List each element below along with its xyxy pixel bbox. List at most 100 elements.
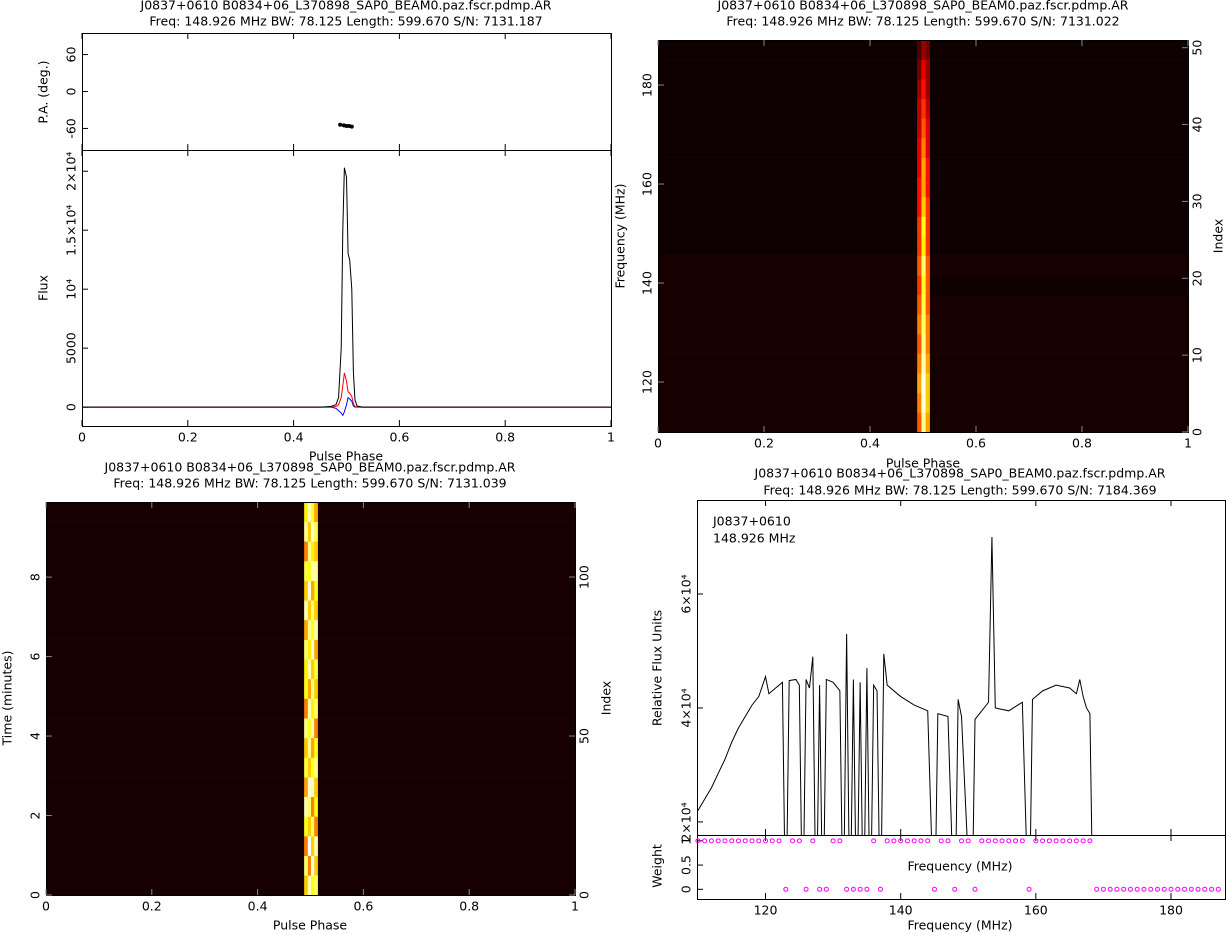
heat-cell (921, 392, 926, 413)
heat-cell (311, 796, 315, 817)
heat-cell (314, 659, 319, 680)
heat-cell (307, 541, 312, 562)
heat-cell (314, 777, 319, 798)
weight-marker (1046, 838, 1052, 844)
heat-cell (317, 521, 575, 542)
weight-marker (749, 838, 755, 844)
heat-cell (314, 560, 319, 581)
x-tick-label: 180 (1159, 903, 1183, 918)
heat-cell (307, 875, 312, 895)
weight-marker (918, 838, 924, 844)
y-tick-label: 100 (577, 565, 592, 589)
heat-cell (917, 255, 922, 276)
heat-cell (929, 98, 1188, 119)
plot-frame (658, 40, 1189, 433)
heat-cell (317, 718, 575, 739)
weight-marker (959, 838, 965, 844)
y-tick-label: 0 (577, 891, 592, 899)
heat-cell (46, 718, 305, 739)
y-tick-label: 0 (679, 885, 694, 893)
y-axis-label: Weight (650, 844, 665, 888)
heat-cell (921, 118, 926, 139)
weight-marker (884, 838, 890, 844)
heat-cell (304, 521, 309, 542)
x-tick-label: 160 (1024, 903, 1048, 918)
heat-cell (917, 79, 922, 100)
heat-cell (314, 796, 319, 817)
y-tick-label: -60 (64, 118, 79, 138)
heat-cell (925, 255, 931, 276)
weight-marker (1107, 886, 1113, 892)
heat-cell (929, 59, 1188, 80)
weight-marker (790, 838, 796, 844)
x-tick-label: 120 (754, 903, 778, 918)
y-tick-label: 50 (1190, 40, 1205, 56)
heat-cell (317, 757, 575, 778)
heat-cell (307, 796, 312, 817)
heat-cell (917, 236, 922, 256)
x-tick-label: 0.6 (389, 430, 409, 445)
heat-cell (925, 118, 931, 139)
flux-line (82, 372, 611, 408)
heat-cell (925, 412, 931, 432)
weight-marker (810, 838, 816, 844)
weight-marker (715, 838, 721, 844)
heat-cell (929, 118, 1188, 139)
heat-cell (307, 580, 312, 601)
heat-cell (304, 816, 309, 837)
weight-marker (1019, 838, 1025, 844)
heat-cell (317, 541, 575, 562)
y-tick-label: 4×10⁴ (679, 688, 694, 727)
flux-line (82, 167, 611, 408)
heat-cell (307, 718, 312, 739)
x-tick-label: 0.2 (178, 430, 198, 445)
x-tick-label: 1 (1184, 436, 1192, 451)
heat-cell (917, 118, 922, 139)
heat-cell (304, 718, 309, 739)
weight-marker (844, 886, 850, 892)
x-axis-label: Frequency (MHz) (907, 918, 1012, 933)
heat-cell (929, 392, 1188, 413)
heat-cell (304, 777, 309, 798)
heat-cell (917, 138, 922, 158)
weight-marker (877, 886, 883, 892)
heat-cell (311, 757, 315, 778)
heat-cell (925, 79, 931, 100)
heat-cell (317, 698, 575, 719)
heat-cell (311, 836, 315, 856)
heat-cell (314, 619, 319, 640)
heat-cell (917, 275, 922, 296)
heat-cell (921, 294, 926, 315)
heat-cell (929, 157, 1188, 178)
weight-marker (1141, 886, 1147, 892)
weight-marker (803, 886, 809, 892)
heat-cell (658, 412, 918, 432)
chart-subtitle: Freq: 148.926 MHz BW: 78.125 Length: 599… (726, 14, 1119, 29)
y-tick-label: 10 (1190, 347, 1205, 363)
heat-cell (314, 816, 319, 837)
heat-cell (921, 314, 926, 335)
heat-cell (304, 855, 309, 876)
heat-cell (917, 196, 922, 217)
heat-cell (921, 236, 926, 256)
heat-cell (658, 314, 918, 335)
heat-cell (314, 541, 319, 562)
heat-cell (317, 560, 575, 581)
x-tick-label: 1 (607, 430, 615, 445)
annotation: 148.926 MHz (713, 531, 796, 546)
weight-marker (1087, 838, 1093, 844)
weight-marker (783, 886, 789, 892)
heat-cell (311, 678, 315, 699)
weight-marker (911, 838, 917, 844)
x-tick-label: 0.4 (284, 430, 304, 445)
weight-marker (1114, 886, 1120, 892)
heat-cell (925, 236, 931, 256)
spectrum-line (697, 537, 1093, 835)
heat-cell (311, 502, 315, 522)
heat-cell (317, 836, 575, 856)
heat-cell (658, 79, 918, 100)
weight-marker (742, 838, 748, 844)
weight-marker (979, 838, 985, 844)
weight-marker (1148, 886, 1154, 892)
